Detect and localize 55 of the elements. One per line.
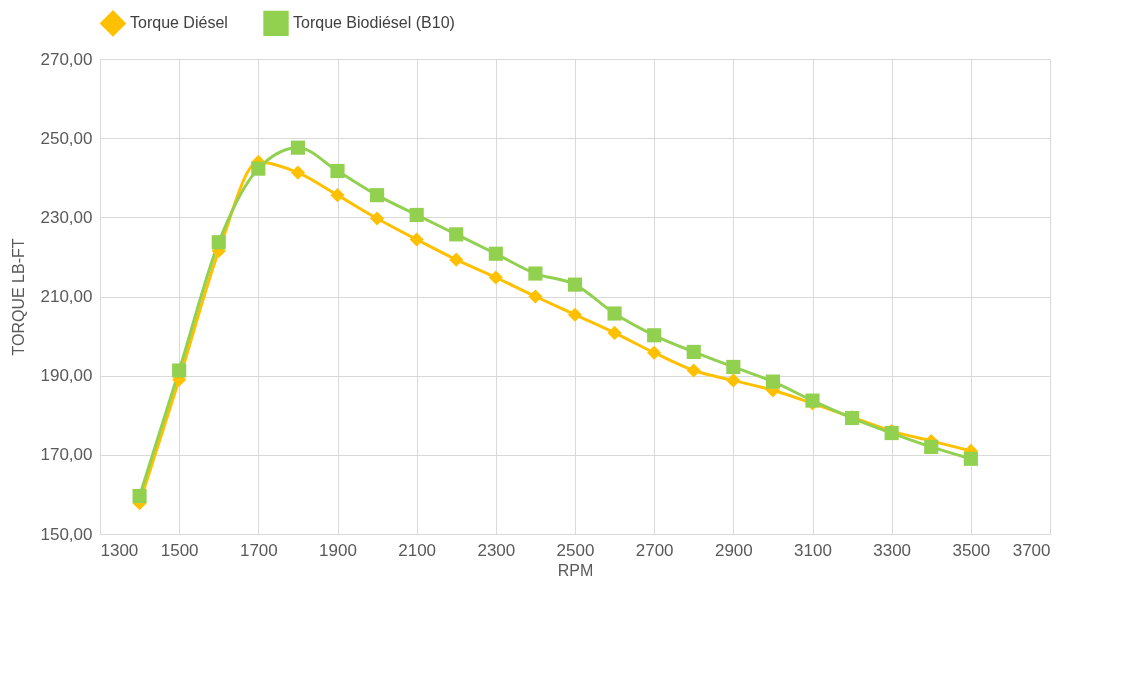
y-tick-label: 250,00 [40,128,93,148]
point [607,306,622,321]
x-tick-label: 2100 [398,540,437,560]
point [567,277,583,292]
point [290,140,305,155]
point [330,163,345,179]
point [251,161,266,176]
x-tick-label: 1900 [319,540,357,560]
point [647,328,662,343]
point [488,270,503,285]
point [449,227,464,242]
point [330,188,345,203]
x-tick-label: 1500 [160,540,199,560]
point [211,235,226,250]
y-axis-title: TORQUE LB-FT [9,238,27,356]
x-tick-label: 1700 [239,540,278,560]
x-tick-label: 3100 [794,540,832,560]
point [726,373,741,388]
point [528,289,543,304]
point [528,266,543,281]
point [686,344,701,359]
point [924,439,939,454]
point [567,307,583,322]
legend-label: Torque Biodiésel (B10) [293,14,455,32]
point [647,345,662,360]
x-tick-label: 1300 [100,540,139,560]
x-tick-label: 3700 [1012,540,1051,560]
legend-label: Torque Diésel [130,14,228,32]
y-tick-label: 270,00 [40,49,93,69]
point [449,252,464,267]
point [607,325,622,340]
point [370,188,385,203]
point [409,207,424,223]
x-tick-label: 3500 [952,540,991,560]
x-tick-label: 2300 [477,540,516,560]
point [963,451,978,466]
point [172,363,187,378]
point [290,165,305,180]
point [726,359,741,375]
point [765,374,780,389]
point [370,211,385,226]
y-tick-label: 210,00 [40,287,93,306]
point [409,232,424,247]
point [488,246,503,261]
y-tick-label: 170,00 [40,445,93,465]
y-tick-label: 150,00 [40,524,93,544]
point [686,363,701,378]
x-tick-label: 2500 [556,540,595,560]
y-tick-label: 230,00 [40,207,93,227]
y-tick-label: 190,00 [40,366,93,386]
x-tick-label: 2700 [635,540,674,560]
x-tick-label: 2900 [714,540,753,560]
x-tick-label: 3300 [873,540,912,560]
x-axis-title: RPM [557,561,594,579]
point [132,488,147,504]
